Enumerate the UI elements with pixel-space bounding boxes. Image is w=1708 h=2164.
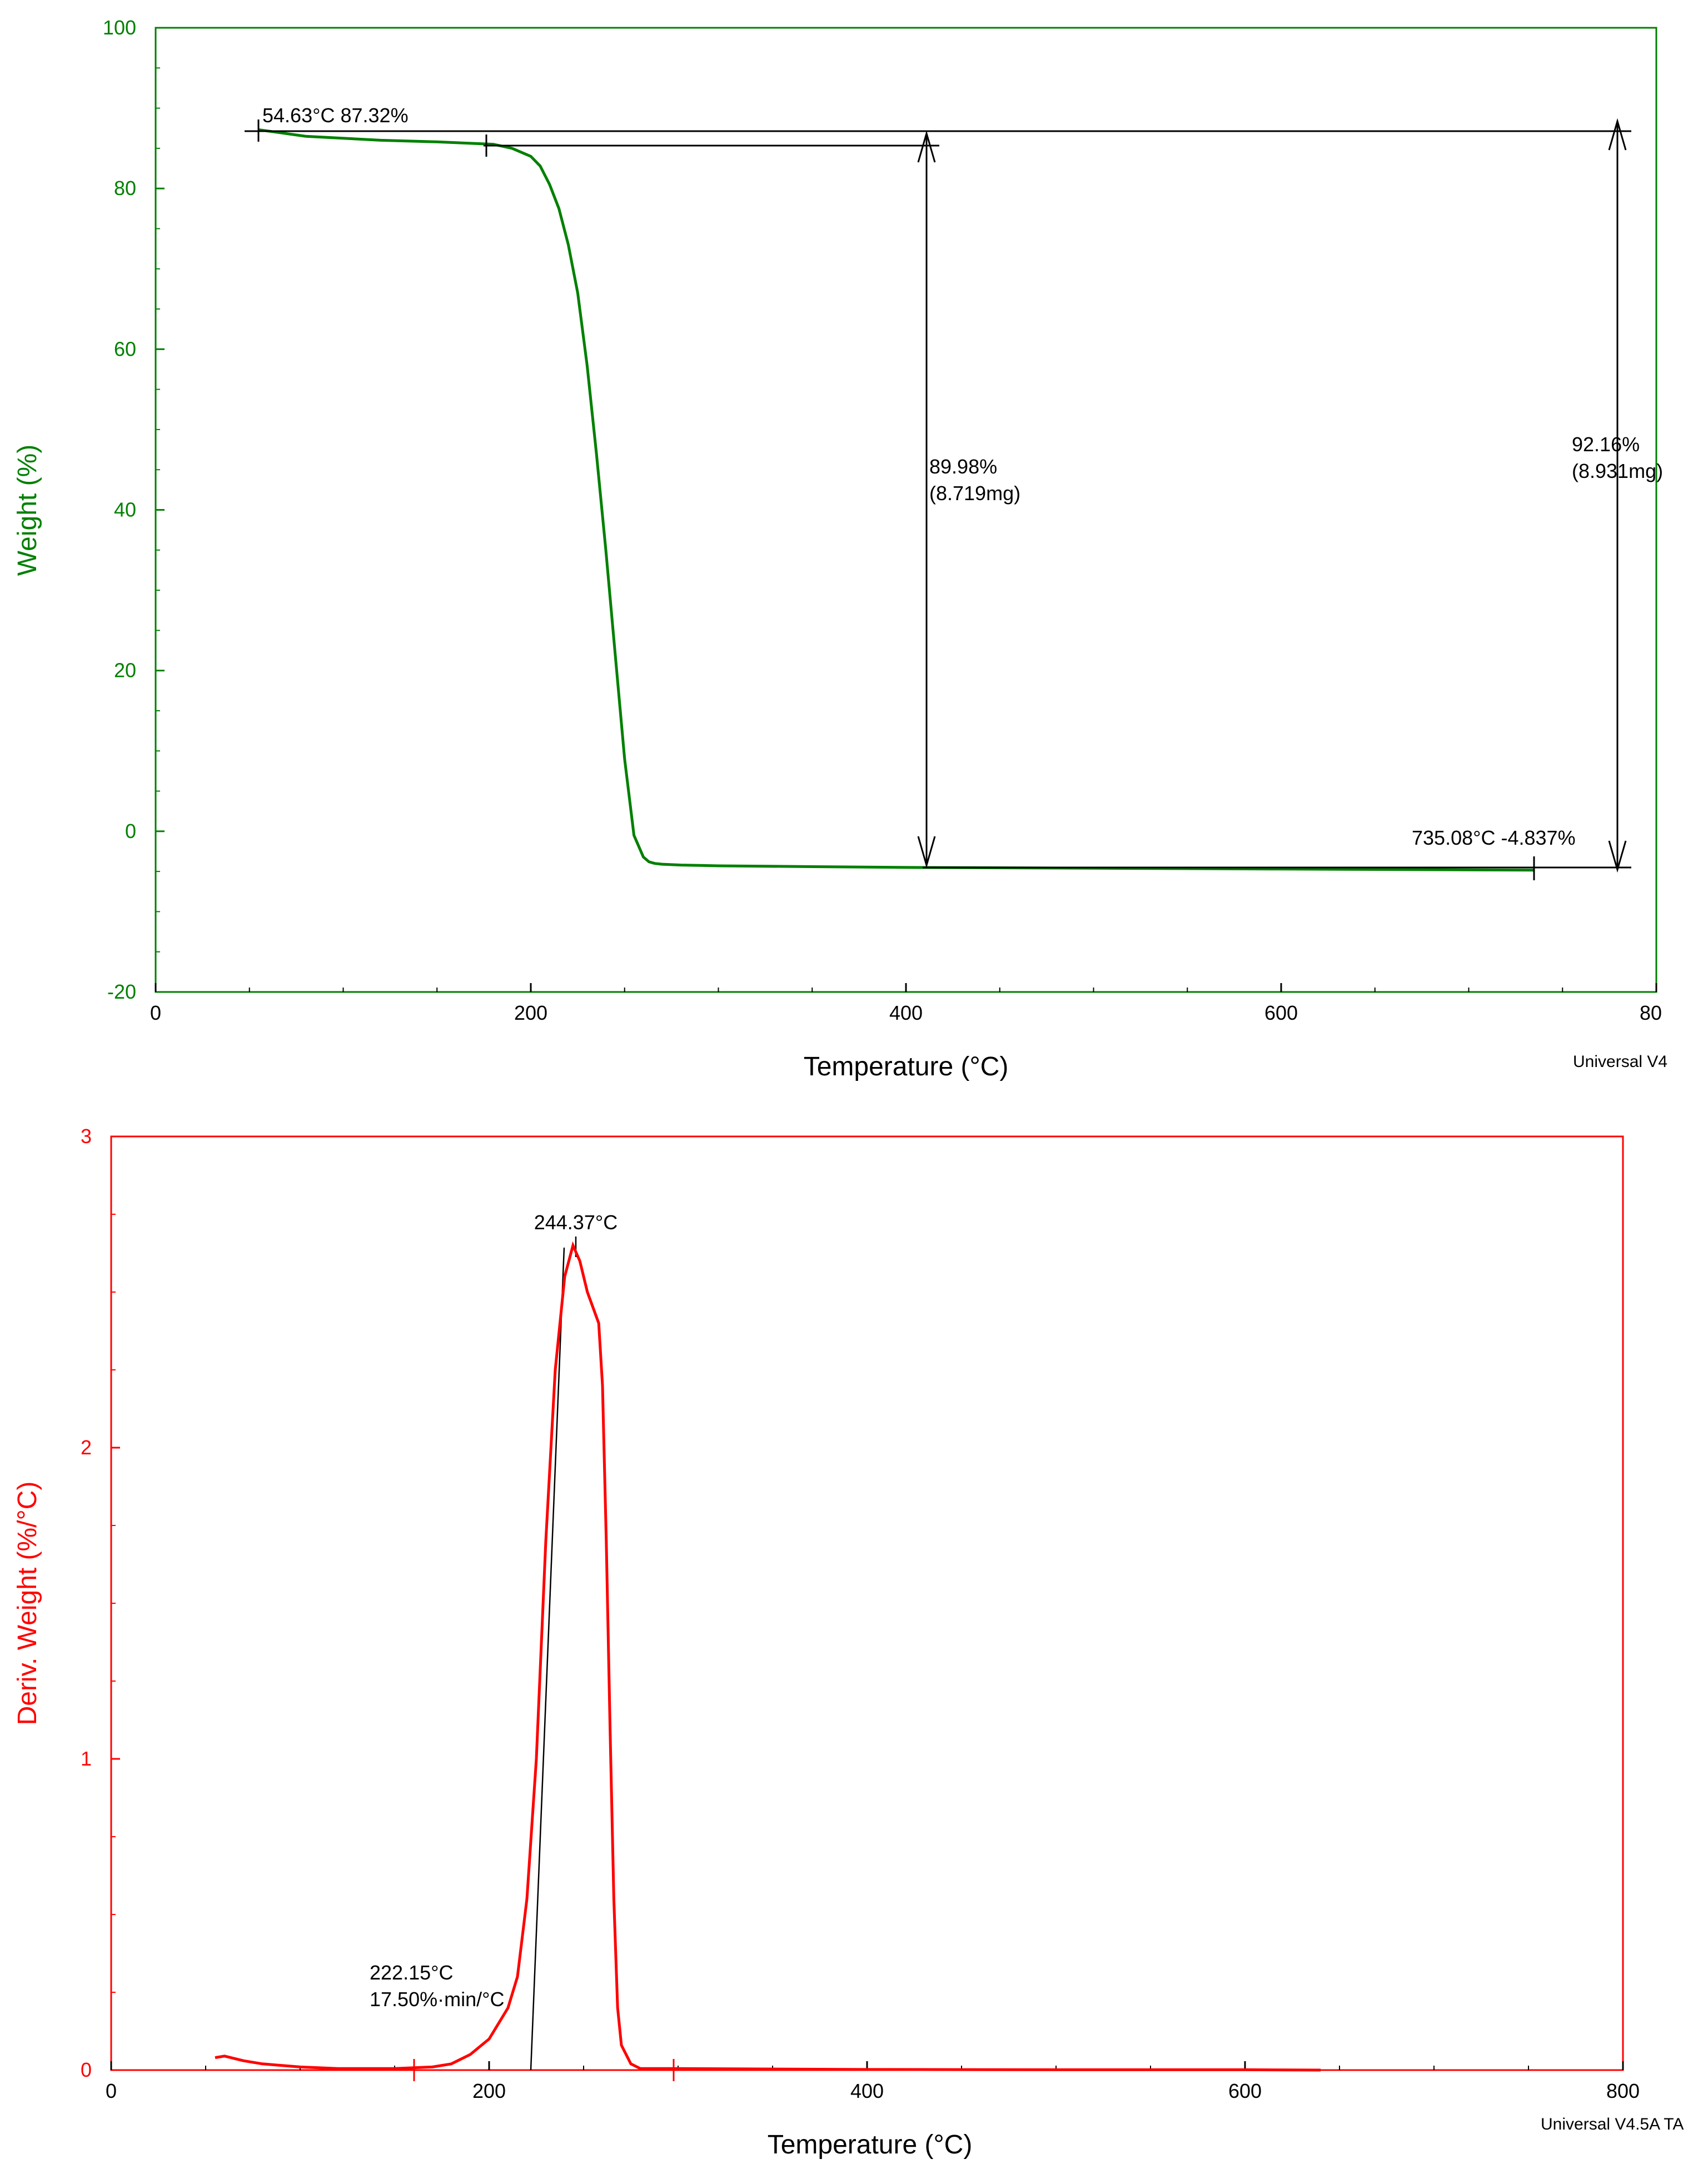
x-tick-label: 600 xyxy=(1264,1001,1298,1024)
y-tick-label: 0 xyxy=(125,820,136,842)
deriv-annotation-lines xyxy=(530,1236,577,2071)
x-tick-label: 0 xyxy=(150,1001,161,1024)
weight-y-axis-title: Weight (%) xyxy=(13,445,42,576)
annotation-loss-2-mg: (8.931mg) xyxy=(1572,460,1663,482)
annotation-onset-rate: 17.50%·min/°C xyxy=(370,1988,505,2011)
y-tick-label: 60 xyxy=(114,337,136,360)
x-tick-label: 600 xyxy=(1228,2080,1262,2102)
annotation-start: 54.63°C 87.32% xyxy=(262,104,409,127)
arrow-2-head-top xyxy=(1608,118,1627,151)
annotation-loss-2-pct: 92.16% xyxy=(1572,433,1640,456)
arrow-1-head-bottom xyxy=(917,836,936,869)
y-tick-label: 1 xyxy=(81,1747,92,1770)
y-tick-label: 100 xyxy=(103,16,136,39)
y-tick-label: 20 xyxy=(114,659,136,682)
weight-annotation-lines xyxy=(245,118,1631,880)
weight-curve xyxy=(257,128,1535,872)
x-tick-label: 800 xyxy=(1606,2080,1640,2102)
x-tick-label: 400 xyxy=(889,1001,923,1024)
arrow-1-head-top xyxy=(917,130,936,163)
annotation-loss-1-mg: (8.719mg) xyxy=(929,482,1020,505)
deriv-y-axis-title: Deriv. Weight (%/°C) xyxy=(13,1482,42,1726)
y-tick-label: 2 xyxy=(81,1436,92,1459)
annotation-loss-1-pct: 89.98% xyxy=(929,455,997,478)
y-tick-label: 0 xyxy=(81,2058,92,2081)
deriv-plot-frame xyxy=(110,1135,1624,2071)
deriv-weight-curve xyxy=(215,1241,1321,2072)
x-tick-label: 400 xyxy=(850,2080,884,2102)
tangent-line xyxy=(530,1247,565,2071)
annotation-peak: 244.37°C xyxy=(534,1211,618,1234)
x-tick-label: 200 xyxy=(472,2080,506,2102)
y-tick-label: 3 xyxy=(81,1125,92,1148)
x-tick-label: 0 xyxy=(106,2080,117,2102)
y-tick-label: -20 xyxy=(107,980,136,1003)
arrow-2-head-bottom xyxy=(1608,840,1627,873)
deriv-weight-chart: 0 1 2 3 0 200 400 600 800 244.37°C 222.15°C 17.… xyxy=(13,1125,1684,2160)
x-tick-label: 80 xyxy=(1640,1001,1662,1024)
weight-x-axis-title: Temperature (°C) xyxy=(804,1052,1009,1081)
annotation-end: 735.08°C -4.837% xyxy=(1412,826,1576,849)
y-tick-label: 80 xyxy=(114,177,136,200)
deriv-baseline-markers xyxy=(413,2059,675,2081)
annotation-onset-temp: 222.15°C xyxy=(370,1961,454,1984)
x-tick-label: 200 xyxy=(514,1001,547,1024)
deriv-watermark: Universal V4.5A TA xyxy=(1541,2115,1684,2133)
deriv-x-axis-title: Temperature (°C) xyxy=(768,2130,973,2160)
weight-chart: -20 0 20 40 60 80 100 0 200 400 600 80 54.63°C 87.… xyxy=(13,16,1667,1081)
weight-watermark: Universal V4 xyxy=(1573,1053,1667,1071)
y-tick-label: 40 xyxy=(114,498,136,521)
